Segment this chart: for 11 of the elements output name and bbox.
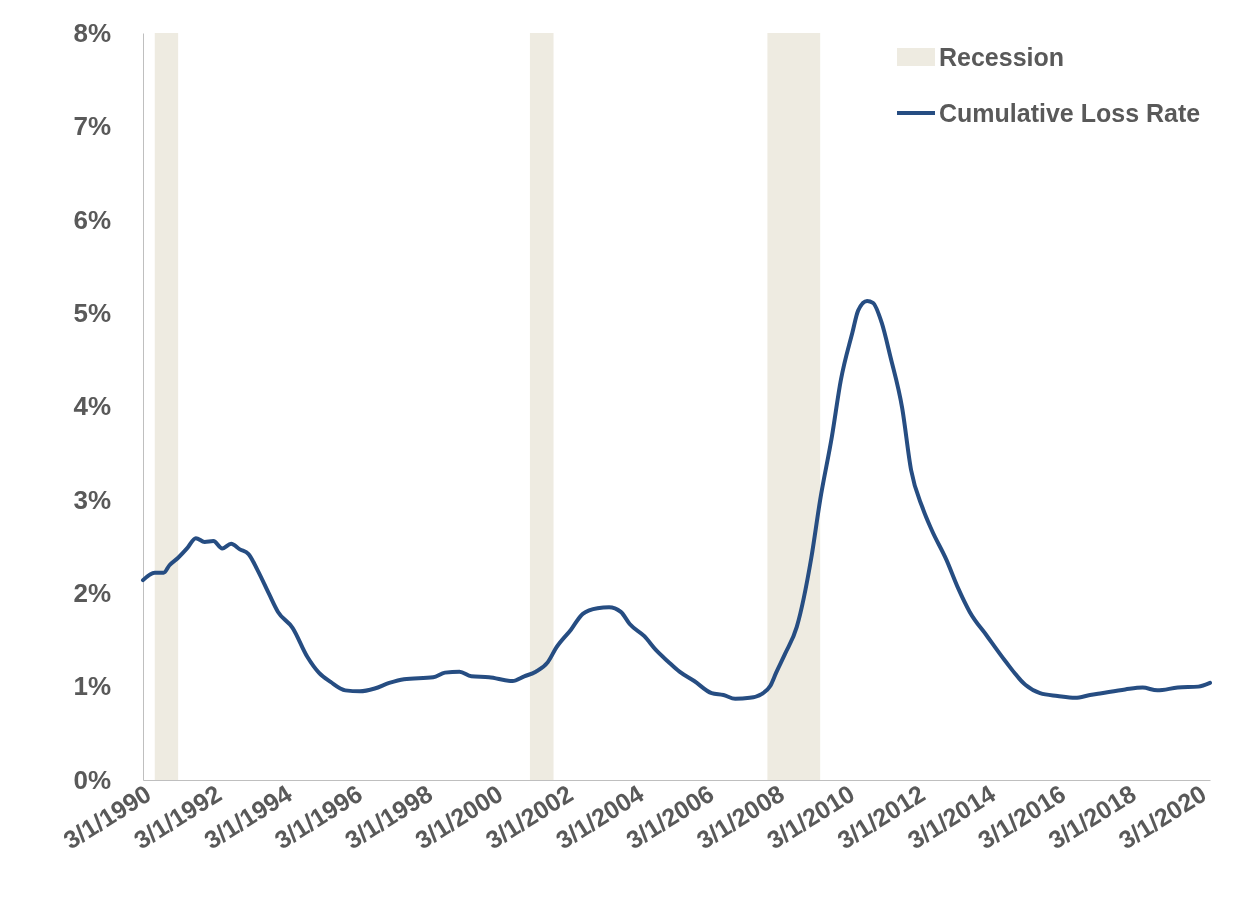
y-tick-label: 3% (73, 484, 111, 515)
y-tick-label: 5% (73, 297, 111, 328)
y-tick-label: 8% (73, 17, 111, 48)
y-tick-label: 1% (73, 671, 111, 702)
y-tick-label: 2% (73, 578, 111, 609)
legend-label: Recession (939, 42, 1065, 71)
y-tick-label: 7% (73, 111, 111, 142)
line-series (141, 298, 1212, 701)
y-tick-label: 6% (73, 204, 111, 235)
y-tick-label: 4% (73, 391, 111, 422)
legend-label: Cumulative Loss Rate (939, 98, 1201, 127)
